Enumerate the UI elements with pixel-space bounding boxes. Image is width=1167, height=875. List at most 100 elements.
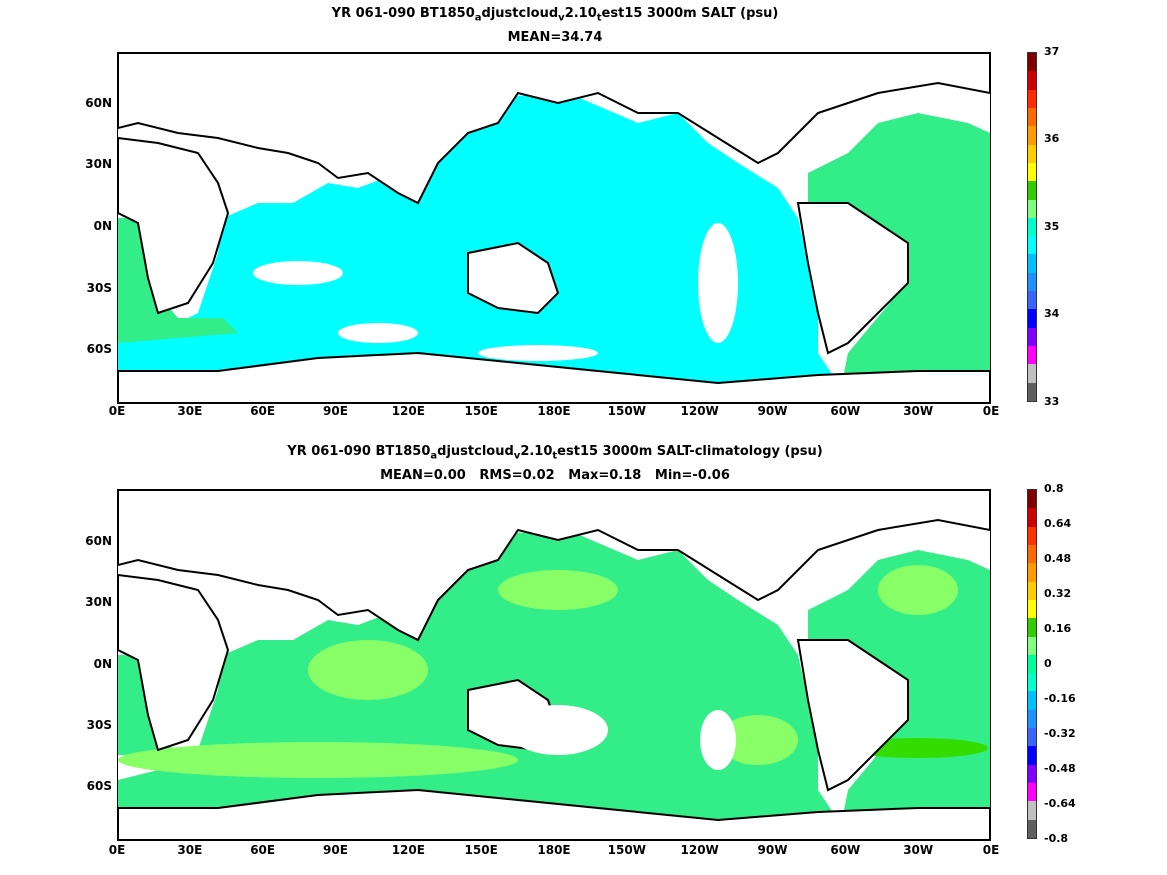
panel2-lat-60S: 60S — [86, 779, 112, 793]
panel2-title: YR 061-090 BT1850adjustcloudv2.10test15 … — [287, 444, 823, 462]
panel2-antarctica — [118, 788, 990, 840]
panel2-lat-30N: 30N — [85, 595, 112, 609]
panel2-colorbar-swatch — [1028, 764, 1036, 783]
panel1-colorbar-swatch — [1028, 236, 1036, 255]
panel2-lon-10: 60W — [830, 843, 861, 857]
panel2-colorbar-swatch — [1028, 709, 1036, 729]
panel1-lon-7: 150W — [607, 404, 646, 418]
panel1-lon-8: 120W — [680, 404, 719, 418]
panel1-colorbar-swatch — [1028, 364, 1036, 383]
panel2-colorbar-swatch — [1028, 618, 1036, 637]
panel1-lon-5: 150E — [464, 404, 498, 418]
panel2-colorbar-swatch — [1028, 563, 1036, 582]
panel2-lon-5: 150E — [464, 843, 498, 857]
panel2-patch-southern — [118, 742, 518, 778]
panel2-cbar-label: 0.16 — [1044, 622, 1072, 635]
panel2-colorbar-swatch — [1028, 654, 1036, 674]
panel1-colorbar-swatch — [1028, 217, 1036, 237]
panel2-colorbar-swatch — [1028, 544, 1036, 564]
panel2-lon-8: 120W — [680, 843, 719, 857]
panel1-cbar-35: 35 — [1044, 220, 1060, 233]
panel1-lat-60N: 60N — [85, 96, 112, 110]
panel1-lon-2: 60E — [250, 404, 276, 418]
panel2-cbar-label: -0.64 — [1044, 797, 1076, 810]
panel2-colorbar-swatch — [1028, 783, 1036, 802]
panel1-subtitle: MEAN=34.74 — [507, 30, 603, 45]
panel1-colorbar — [1027, 52, 1037, 402]
panel1-colorbar-swatch — [1028, 53, 1036, 72]
panel2-lon-0: 0E — [108, 843, 126, 857]
panel1-cbar-37: 37 — [1044, 45, 1060, 58]
panel1-lat-30N: 30N — [85, 157, 112, 171]
panel2-left-atlantic — [118, 655, 178, 755]
panel2-lon-4: 120E — [391, 843, 425, 857]
panel1-cbar-34: 34 — [1044, 307, 1060, 320]
panel2-lat-0N: 0N — [93, 657, 112, 671]
panel2-lon-12: 0E — [982, 843, 1000, 857]
panel1-colorbar-swatch — [1028, 382, 1036, 401]
panel1-left-atlantic — [118, 218, 178, 318]
panel1-colorbar-swatch — [1028, 89, 1036, 108]
panel1-lon-10: 60W — [830, 404, 861, 418]
panel2-colorbar-swatch — [1028, 490, 1036, 509]
panel1-lon-9: 90W — [757, 404, 788, 418]
panel2-lon-1: 30E — [177, 843, 203, 857]
panel2-cbar-label: -0.48 — [1044, 762, 1076, 775]
panel2-colorbar-swatch — [1028, 508, 1036, 527]
panel2-colorbar-swatch — [1028, 746, 1036, 765]
panel2-eurasia — [118, 490, 990, 642]
panel1-cbar-33: 33 — [1044, 395, 1060, 408]
panel2-cbar-label: -0.8 — [1044, 832, 1069, 845]
panel1-colorbar-swatch — [1028, 107, 1036, 127]
panel2-patch-indian — [308, 640, 428, 700]
panel1-colorbar-swatch — [1028, 181, 1036, 200]
panel2-map-svg — [118, 490, 990, 840]
panel1-colorbar-swatch — [1028, 309, 1036, 328]
panel1-colorbar-swatch — [1028, 144, 1036, 163]
panel2-cbar-label: 0.32 — [1044, 587, 1072, 600]
panel2-colorbar-swatch — [1028, 728, 1036, 747]
panel2-colorbar-swatch — [1028, 636, 1036, 655]
panel2-cbar-label: 0.48 — [1044, 552, 1072, 565]
panel1-colorbar-swatch — [1028, 327, 1036, 346]
panel2-lon-9: 90W — [757, 843, 788, 857]
panel1-colorbar-swatch — [1028, 71, 1036, 90]
panel1-africa — [118, 136, 230, 315]
panel1-lon-1: 30E — [177, 404, 203, 418]
panel2-colorbar-swatch — [1028, 526, 1036, 545]
panel2-cbar-label: 0 — [1044, 657, 1052, 670]
panel1-colorbar-swatch — [1028, 346, 1036, 365]
panel1-australia — [467, 241, 560, 315]
panel2-colorbar-swatch — [1028, 801, 1036, 820]
panel1-lon-11: 30W — [903, 404, 934, 418]
panel1-lon-4: 120E — [391, 404, 425, 418]
panel1-lat-0N: 0N — [93, 219, 112, 233]
panel1-colorbar-swatch — [1028, 254, 1036, 273]
panel2-cbar-label: -0.32 — [1044, 727, 1076, 740]
panel1-colorbar-swatch — [1028, 199, 1036, 218]
panel2-lon-7: 150W — [607, 843, 646, 857]
panel2-colorbar-swatch — [1028, 819, 1036, 838]
panel2-map — [117, 489, 991, 841]
panel2-lat-60N: 60N — [85, 534, 112, 548]
panel1-lat-60S: 60S — [86, 342, 112, 356]
panel1-colorbar-swatch — [1028, 126, 1036, 145]
panel1-southern-band — [118, 318, 238, 343]
panel1-lon-12: 0E — [982, 404, 1000, 418]
panel2-colorbar-swatch — [1028, 599, 1036, 619]
panel1-eurasia — [118, 53, 990, 205]
panel2-lon-2: 60E — [250, 843, 276, 857]
panel1-map-svg — [118, 53, 990, 403]
panel2-colorbar — [1027, 489, 1037, 839]
panel2-patch-atlantic-north — [878, 565, 958, 615]
panel1-pacific-indian-ocean — [118, 93, 838, 403]
panel1-lon-6: 180E — [537, 404, 571, 418]
panel1-antarctica — [118, 351, 990, 403]
panel2-lon-3: 90E — [323, 843, 348, 857]
panel2-cbar-label: -0.16 — [1044, 692, 1076, 705]
panel1-colorbar-swatch — [1028, 291, 1036, 310]
panel1-colorbar-swatch — [1028, 162, 1036, 182]
panel1-lat-30S: 30S — [86, 281, 112, 295]
panel2-lon-6: 180E — [537, 843, 571, 857]
panel2-lon-11: 30W — [903, 843, 934, 857]
